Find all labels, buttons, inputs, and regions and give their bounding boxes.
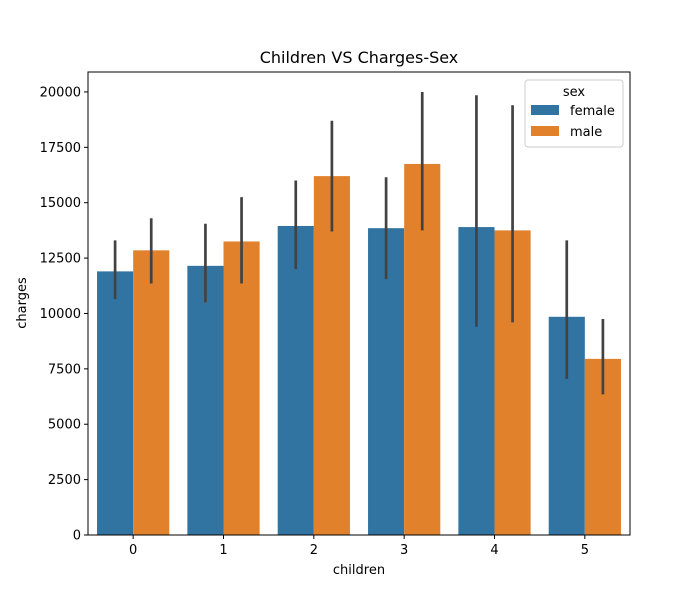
legend-title: sex xyxy=(563,85,586,100)
y-tick-label-15000: 15000 xyxy=(40,196,81,211)
x-tick-label-5: 5 xyxy=(581,543,589,558)
x-tick-label-0: 0 xyxy=(129,543,137,558)
bar-female-0 xyxy=(97,271,134,535)
y-tick-label-17500: 17500 xyxy=(40,141,81,156)
y-axis-label: charges xyxy=(15,277,30,329)
y-tick-label-0: 0 xyxy=(73,529,81,544)
bar-male-1 xyxy=(223,241,260,535)
chart-title: Children VS Charges-Sex xyxy=(260,48,459,67)
y-tick-label-7500: 7500 xyxy=(48,362,81,377)
legend: sex female male xyxy=(524,79,624,148)
bar-male-0 xyxy=(133,250,170,536)
y-tick-label-20000: 20000 xyxy=(40,85,81,100)
bar-male-2 xyxy=(313,176,350,535)
x-tick-label-1: 1 xyxy=(219,543,227,558)
x-tick-label-3: 3 xyxy=(400,543,408,558)
y-tick-label-12500: 12500 xyxy=(40,252,81,267)
x-tick-label-4: 4 xyxy=(490,543,498,558)
legend-label-male: male xyxy=(570,125,602,140)
legend-label-female: female xyxy=(570,104,615,119)
y-tick-label-10000: 10000 xyxy=(40,307,81,322)
y-tick-label-2500: 2500 xyxy=(48,473,81,488)
legend-swatch-male xyxy=(531,126,559,136)
bar-female-2 xyxy=(277,225,314,535)
y-tick-label-5000: 5000 xyxy=(48,418,81,433)
x-axis-label: children xyxy=(333,563,385,578)
legend-swatch-female xyxy=(531,105,559,115)
x-tick-label-2: 2 xyxy=(310,543,318,558)
axes-frame xyxy=(87,71,631,536)
bar-female-1 xyxy=(187,265,224,535)
plot-area: 0 2500 5000 7500 10000 12500 15000 17500 20000 0 1… xyxy=(40,71,631,558)
bar-female-3 xyxy=(368,228,405,535)
